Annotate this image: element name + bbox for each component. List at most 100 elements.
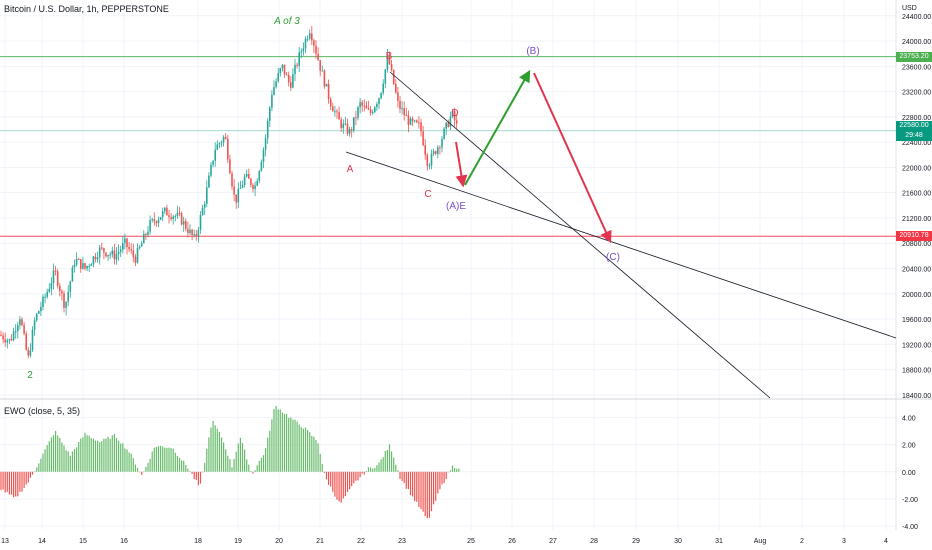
candle-body (245, 173, 248, 177)
candle-body (82, 263, 84, 269)
candlestick-series (0, 25, 458, 359)
candle-body (132, 250, 135, 257)
candle-body (17, 325, 19, 332)
y-tick-label: 20400.00 (902, 266, 931, 273)
candle-body (355, 117, 357, 119)
x-tick-label: 27 (549, 538, 557, 545)
ewo-bar (315, 440, 317, 472)
ewo-bar (439, 471, 441, 490)
x-tick-label: 23 (398, 538, 406, 545)
ewo-bar (250, 470, 252, 472)
ewo-bar (325, 471, 328, 480)
x-tick-label: 28 (590, 538, 598, 545)
ewo-bar (13, 471, 15, 498)
candle-body (71, 267, 74, 282)
y-tick-label: 21600.00 (902, 191, 931, 198)
candle-body (277, 73, 279, 82)
upper-channel-line (389, 71, 771, 399)
candle-body (128, 246, 130, 250)
candle-body (117, 251, 120, 254)
ewo-bar (92, 438, 94, 472)
osc-tick-label: 2.00 (902, 443, 916, 450)
candle-body (61, 291, 63, 294)
candle-body (241, 185, 244, 188)
ewo-bar (120, 443, 122, 472)
candle-body (170, 217, 172, 219)
candle-body (455, 120, 458, 124)
candle-body (390, 63, 393, 70)
ewo-bar (15, 471, 17, 497)
ewo-bar (139, 471, 141, 473)
candle-body (323, 70, 326, 87)
oscillator-title: EWO (close, 5, 35) (4, 406, 81, 416)
ewo-bar (23, 471, 25, 488)
ewo-bar (204, 462, 206, 472)
ewo-bar (126, 449, 128, 472)
ewo-bar (189, 471, 191, 472)
candle-body (166, 207, 168, 216)
candle-body (428, 165, 431, 167)
osc-tick-label: 0.00 (902, 470, 916, 477)
candle-body (344, 123, 347, 125)
y-tick-label: 20000.00 (902, 292, 931, 299)
candle-body (273, 86, 275, 95)
ewo-bar (441, 471, 443, 485)
ewo-bar (105, 438, 107, 472)
ewo-bar (2, 471, 4, 490)
projection-arrows (455, 69, 612, 244)
ewo-bar (405, 471, 407, 489)
candle-body (342, 123, 345, 129)
candle-body (44, 296, 46, 298)
ewo-bar (63, 445, 65, 472)
candle-body (409, 118, 412, 125)
ewo-bar (283, 413, 286, 472)
ewo-bar (65, 450, 67, 472)
ewo-bar (428, 471, 430, 518)
ewo-bar (82, 437, 84, 472)
candle-body (185, 221, 187, 229)
candle-body (52, 270, 55, 284)
ewo-bar (155, 447, 157, 472)
candle-body (237, 188, 240, 203)
x-tick-label: 14 (38, 538, 46, 545)
ewo-bar (88, 435, 90, 472)
trend-lines (345, 71, 897, 399)
candle-body (126, 238, 128, 247)
candle-body (145, 233, 147, 235)
ewo-bar (384, 451, 386, 472)
x-tick-label: 2 (800, 538, 804, 545)
candle-body (80, 259, 82, 269)
candle-body (260, 161, 263, 171)
candle-body (300, 51, 303, 53)
ewo-bar (277, 409, 279, 472)
candle-body (54, 270, 57, 272)
candle-body (143, 233, 145, 244)
ewo-bar (4, 471, 6, 493)
ewo-bar (456, 468, 458, 472)
ewo-bar (418, 471, 420, 508)
ewo-bar (332, 471, 334, 492)
lower-channel-line (345, 151, 897, 339)
ewo-bar (401, 471, 403, 482)
ewo-bar (229, 459, 231, 472)
candle-body (67, 291, 69, 302)
candle-body (220, 142, 223, 144)
ewo-bar (338, 471, 340, 502)
current-price-badge: 22580.00 29:48 (896, 120, 932, 141)
candle-body (6, 340, 9, 343)
ewo-bar (424, 471, 426, 517)
candle-body (264, 138, 267, 150)
candle-body (294, 64, 296, 75)
candle-body (180, 213, 183, 225)
candle-body (98, 247, 101, 258)
candle-body (413, 120, 416, 122)
candle-body (176, 212, 179, 217)
ewo-bar (430, 471, 433, 512)
osc-tick-label: 4.00 (902, 416, 916, 423)
ewo-bar (134, 464, 136, 472)
ewo-bar (323, 471, 325, 473)
chart-title: Bitcoin / U.S. Dollar, 1h, PEPPERSTONE (4, 4, 169, 14)
candle-body (378, 98, 380, 104)
ewo-bar (237, 443, 239, 472)
